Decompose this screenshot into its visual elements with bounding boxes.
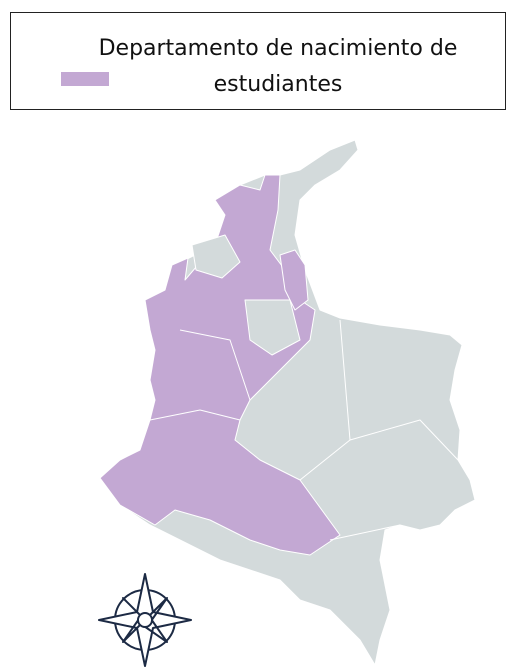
legend: Departamento de nacimiento de estudiante… (10, 12, 506, 110)
country-base (99, 139, 476, 666)
legend-title: Departamento de nacimiento de estudiante… (98, 36, 458, 97)
region-other (244, 299, 301, 356)
region-students (279, 249, 309, 311)
legend-swatch (61, 72, 109, 86)
border (179, 329, 251, 401)
compass-rose (98, 573, 192, 667)
region-other (191, 234, 241, 279)
border (329, 524, 401, 541)
border (149, 409, 241, 421)
border (349, 419, 459, 461)
region-students (99, 174, 341, 556)
